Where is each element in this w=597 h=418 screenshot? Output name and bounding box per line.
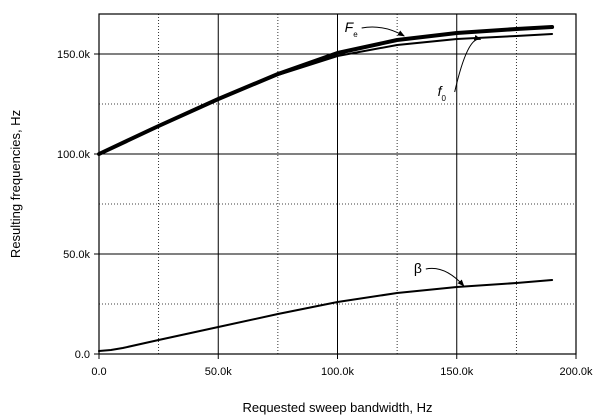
annotation-arrow-f_0 xyxy=(454,34,482,93)
x-tick-label: 50.0k xyxy=(205,366,232,378)
series-layer xyxy=(97,25,555,352)
y-tick-label: 50.0k xyxy=(63,249,90,261)
y-tick-label: 0.0 xyxy=(75,349,90,361)
x-axis-label: Requested sweep bandwidth, Hz xyxy=(242,400,432,415)
series-label-F_e: Fe xyxy=(345,19,359,39)
annotation-arrow-F_e xyxy=(361,26,405,37)
x-tick-label: 150.0k xyxy=(440,366,474,378)
annotation-arrow-β xyxy=(425,267,465,287)
y-tick-label: 100.0k xyxy=(57,149,91,161)
series-line-β xyxy=(98,279,554,352)
series-line-f_0 xyxy=(98,33,554,155)
series-line-F_e xyxy=(97,25,555,156)
series-label-β: β xyxy=(414,260,422,276)
x-tick-label: 100.0k xyxy=(321,366,355,378)
x-tick-label: 0.0 xyxy=(91,366,106,378)
y-axis-label: Resulting frequencies, Hz xyxy=(8,110,23,258)
x-axis-ticks: 0.0 50.0k 100.0k 150.0k 200.0k xyxy=(91,354,593,378)
x-tick-label: 200.0k xyxy=(559,366,593,378)
y-tick-label: 150.0k xyxy=(57,49,91,61)
series-label-f_0: f0 xyxy=(438,83,447,103)
y-axis-ticks: 0.0 50.0k 100.0k 150.0k xyxy=(57,49,99,361)
annotation-layer: Fe f0 β xyxy=(345,19,482,287)
